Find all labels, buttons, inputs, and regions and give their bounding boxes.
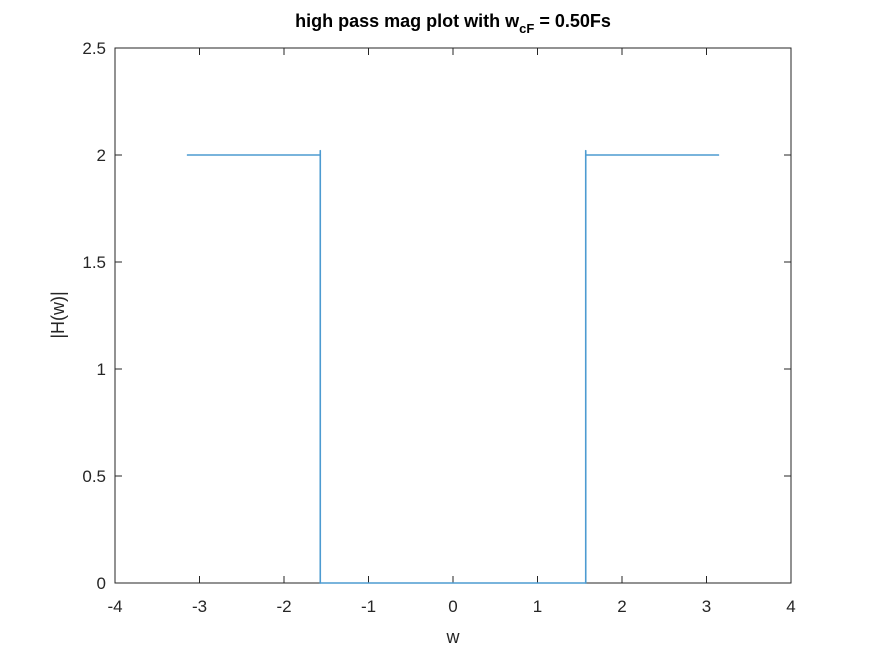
x-tick-label: -4 <box>107 597 122 616</box>
chart-title: high pass mag plot with wcF = 0.50Fs <box>295 11 611 36</box>
title-subscript: cF <box>519 21 534 36</box>
x-tick-label: 1 <box>533 597 542 616</box>
y-tick-label: 1 <box>97 360 106 379</box>
y-tick-label: 1.5 <box>82 253 106 272</box>
title-main: high pass mag plot with w <box>295 11 520 31</box>
y-tick-label: 0.5 <box>82 467 106 486</box>
y-tick-label: 0 <box>97 574 106 593</box>
x-tick-label: -2 <box>276 597 291 616</box>
x-axis-label: w <box>446 627 461 647</box>
y-tick-label: 2.5 <box>82 39 106 58</box>
x-tick-label: 2 <box>617 597 626 616</box>
title-suffix: = 0.50Fs <box>534 11 611 31</box>
y-tick-label: 2 <box>97 146 106 165</box>
x-tick-label: -3 <box>192 597 207 616</box>
x-tick-label: 3 <box>702 597 711 616</box>
series-point <box>584 582 587 584</box>
x-axis-ticks: -4 -3 -2 -1 0 1 2 3 4 <box>107 48 796 616</box>
series-point <box>584 149 587 152</box>
series-point <box>186 154 189 156</box>
series-point <box>717 154 720 156</box>
series-point <box>319 149 322 152</box>
series-point <box>584 154 587 156</box>
y-axis-label: |H(w)| <box>48 291 68 338</box>
x-tick-label: -1 <box>361 597 376 616</box>
plot-area <box>114 47 792 584</box>
series-layer <box>186 149 720 584</box>
series-point <box>319 154 322 156</box>
x-tick-label: 0 <box>448 597 457 616</box>
x-tick-label: 4 <box>786 597 795 616</box>
series-point <box>319 582 322 584</box>
y-axis-ticks: 0 0.5 1 1.5 2 2.5 <box>82 39 791 593</box>
